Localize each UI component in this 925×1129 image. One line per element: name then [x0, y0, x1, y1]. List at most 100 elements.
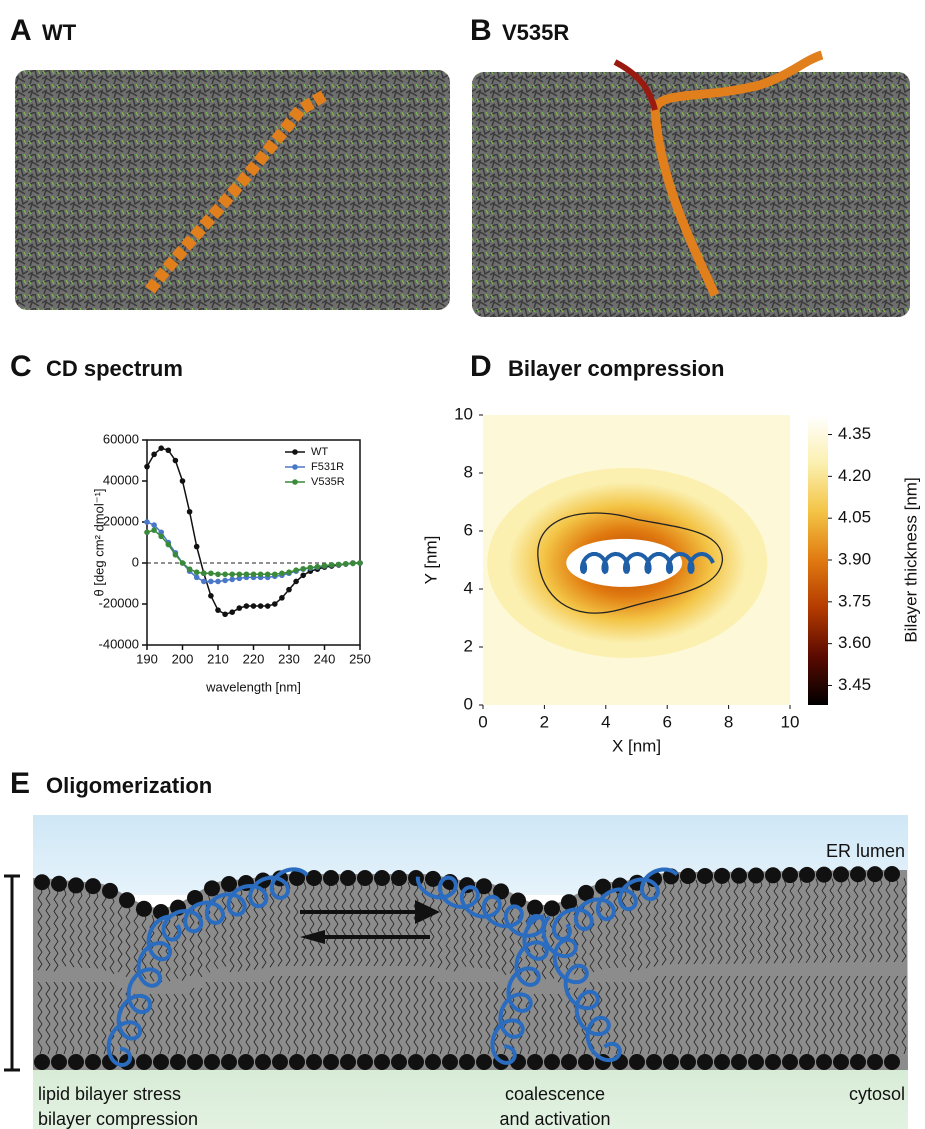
- colorbar-tick-label: 3.45: [838, 675, 871, 694]
- helix: [551, 867, 679, 942]
- data-point: [172, 457, 179, 464]
- y-tick-label: 2: [464, 636, 473, 655]
- data-point: [243, 571, 250, 578]
- head-group: [476, 878, 492, 895]
- data-point: [165, 447, 172, 454]
- oligomerization-diagram: ER lumen lipid bilayer stress bilayer comp…: [4, 815, 908, 1129]
- head-group: [714, 1054, 730, 1070]
- data-point: [179, 560, 186, 566]
- diagram-label: ER lumen: [826, 841, 905, 861]
- data-point: [186, 566, 193, 572]
- helix: [415, 875, 546, 938]
- head-group: [748, 1054, 764, 1070]
- data-point: [151, 451, 157, 458]
- diagram-label: cytosol: [849, 1084, 905, 1104]
- x-tick-label: 200: [172, 651, 194, 666]
- panel-title: Oligomerization: [46, 773, 212, 798]
- colorbar-tick-label: 3.90: [838, 549, 871, 568]
- x-tick-label: 250: [349, 651, 371, 666]
- y-tick-label: 20000: [103, 513, 139, 528]
- head-group: [425, 870, 441, 887]
- helix: [106, 914, 173, 1067]
- legend-marker: [292, 449, 298, 455]
- head-group: [731, 1054, 747, 1070]
- panel-title: WT: [42, 20, 77, 45]
- head-group: [578, 1054, 594, 1070]
- x-tick-label: 6: [662, 712, 671, 731]
- data-point: [286, 569, 292, 576]
- head-group: [646, 1054, 662, 1070]
- head-group: [850, 1054, 866, 1070]
- head-group: [306, 870, 322, 886]
- data-point: [193, 569, 200, 576]
- data-point: [179, 478, 186, 484]
- head-group: [765, 1054, 781, 1070]
- data-point: [165, 541, 172, 548]
- data-point: [222, 571, 228, 578]
- head-group: [544, 900, 560, 917]
- colorbar-tick-label: 3.75: [838, 591, 871, 610]
- data-point: [151, 522, 157, 528]
- panel-label: B: [470, 14, 492, 47]
- head-group: [255, 1054, 271, 1070]
- diagram-label: and activation: [499, 1109, 610, 1129]
- head-group: [357, 1054, 373, 1070]
- head-group: [187, 1054, 203, 1070]
- head-group: [221, 1054, 237, 1070]
- data-point: [208, 578, 214, 585]
- bilayer: [33, 870, 908, 1070]
- panel-title: Bilayer compression: [508, 356, 724, 381]
- head-group: [68, 1054, 84, 1070]
- head-group: [323, 1054, 339, 1070]
- head-group: [748, 867, 764, 884]
- data-point: [286, 586, 292, 593]
- y-tick-label: -20000: [99, 595, 139, 610]
- back-arrow: [300, 930, 430, 944]
- data-point: [243, 603, 250, 609]
- head-group: [51, 1054, 67, 1070]
- head-group: [204, 1054, 220, 1070]
- head-group: [34, 874, 50, 891]
- legend-marker: [292, 479, 298, 485]
- helix: [161, 867, 309, 942]
- data-point: [328, 562, 335, 568]
- diagram-label: coalescence: [505, 1084, 605, 1104]
- data-point: [236, 605, 243, 611]
- head-group: [221, 876, 237, 893]
- helix: [541, 915, 622, 1063]
- colorbar: [808, 415, 828, 705]
- head-group: [272, 1054, 288, 1070]
- data-point: [264, 571, 271, 578]
- panel-label: D: [470, 350, 492, 383]
- legend-marker: [292, 464, 298, 470]
- x-tick-label: 210: [207, 651, 229, 666]
- head-group: [561, 894, 577, 911]
- data-point: [158, 529, 164, 536]
- data-point: [250, 571, 257, 578]
- data-point: [350, 560, 356, 567]
- x-tick-label: 8: [724, 712, 733, 731]
- data-point: [257, 571, 264, 578]
- head-group: [680, 1054, 696, 1070]
- head-group: [782, 867, 798, 884]
- data-point: [208, 593, 214, 599]
- y-axis-label: Y [nm]: [421, 536, 440, 585]
- data-point: [357, 560, 363, 566]
- helix: [650, 50, 824, 297]
- panel-label: C: [10, 350, 32, 383]
- data-point: [314, 563, 321, 570]
- head-group: [595, 878, 611, 895]
- panel-label: E: [10, 767, 30, 800]
- head-group: [408, 1054, 424, 1070]
- diagram-label: lipid bilayer stress: [38, 1084, 181, 1104]
- head-group: [527, 899, 543, 916]
- data-point: [186, 508, 193, 515]
- head-group: [136, 900, 152, 917]
- colorbar-tick-label: 4.20: [838, 466, 871, 485]
- head-group: [884, 1054, 900, 1070]
- data-point: [236, 575, 243, 582]
- data-point: [321, 562, 328, 569]
- data-point: [208, 570, 214, 577]
- head-group: [170, 1054, 186, 1070]
